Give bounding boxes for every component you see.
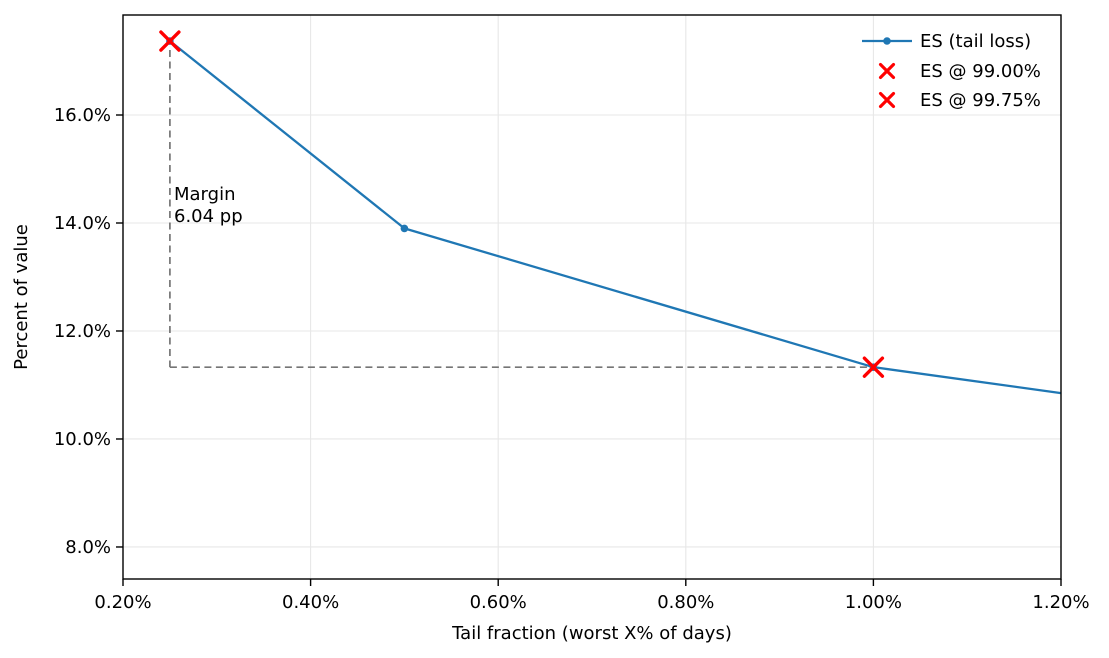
legend-item-es-9900: ES @ 99.00%	[878, 61, 1041, 82]
annotation-margin-line2: 6.04 pp	[174, 206, 243, 227]
x-tick-label: 1.00%	[845, 592, 902, 613]
y-axis-label: Percent of value	[11, 224, 32, 370]
tick-layer: 0.20% 0.40% 0.60% 0.80% 1.00% 1.20% 8.0% 10.0% 1…	[54, 105, 1090, 613]
x-tick-label: 0.40%	[282, 592, 339, 613]
legend-x-marker-icon	[878, 62, 896, 80]
x-axis-label: Tail fraction (worst X% of days)	[451, 623, 732, 644]
legend-label-es-9975: ES @ 99.75%	[920, 90, 1041, 111]
legend-label-es-9900: ES @ 99.00%	[920, 61, 1041, 82]
legend-item-es-9975: ES @ 99.75%	[878, 90, 1041, 111]
legend-label-es-line: ES (tail loss)	[920, 31, 1031, 52]
legend-item-es-line: ES (tail loss)	[862, 31, 1031, 52]
y-tick-label: 16.0%	[54, 105, 111, 126]
es-line	[169, 40, 1062, 395]
margin-bracket-layer	[169, 50, 874, 369]
x-tick-label: 0.80%	[657, 592, 714, 613]
x-tick-label: 0.60%	[470, 592, 527, 613]
x-tick-label: 0.20%	[94, 592, 151, 613]
annotation-margin-line1: Margin	[174, 184, 235, 205]
es-point-marker	[400, 224, 409, 233]
y-tick-label: 8.0%	[65, 537, 111, 558]
point-marker-layer	[159, 30, 885, 378]
legend-x-marker-icon	[878, 91, 896, 109]
x-tick-label: 1.20%	[1032, 592, 1089, 613]
es-x-marker	[862, 356, 885, 378]
y-tick-label: 12.0%	[54, 321, 111, 342]
legend: ES (tail loss) ES @ 99.00% ES @ 99.75%	[862, 31, 1041, 111]
es-x-marker	[159, 30, 181, 52]
y-tick-label: 14.0%	[54, 213, 111, 234]
plot-border	[122, 14, 1062, 580]
legend-circle-marker-icon	[883, 37, 891, 45]
y-tick-label: 10.0%	[54, 429, 111, 450]
